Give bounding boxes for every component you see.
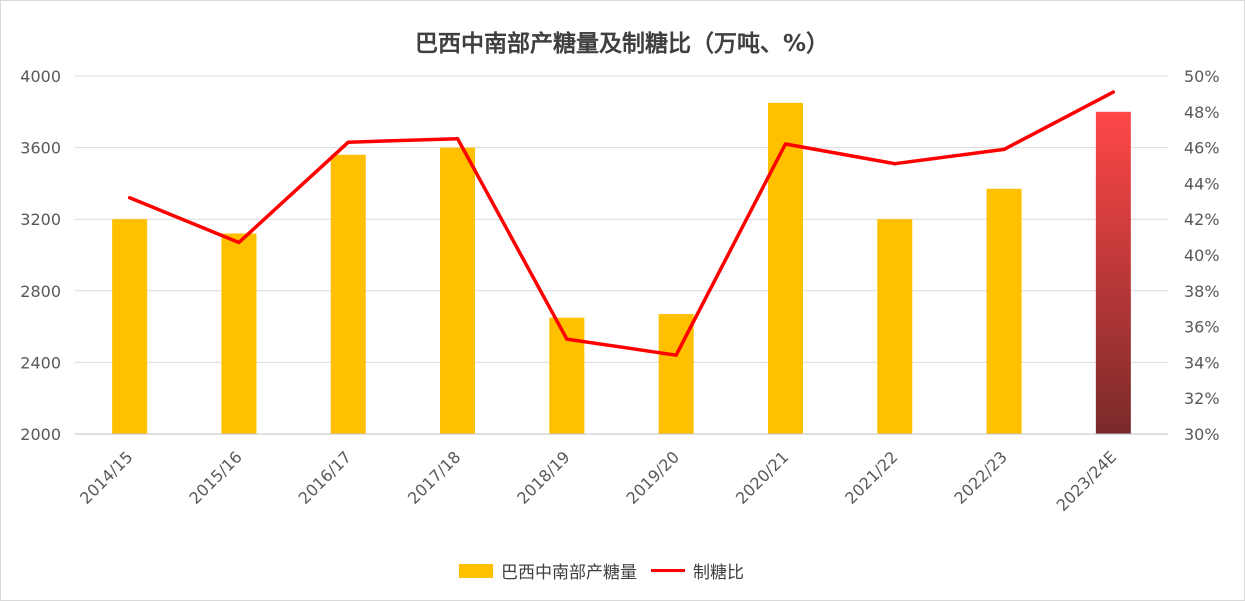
bar bbox=[549, 317, 585, 434]
left-axis-tick-label: 3600 bbox=[20, 139, 61, 158]
left-axis-tick-label: 2000 bbox=[20, 425, 61, 444]
right-axis-tick-label: 46% bbox=[1184, 139, 1220, 158]
x-axis-tick-label: 2021/22 bbox=[841, 447, 901, 507]
line-point bbox=[893, 162, 897, 166]
bar bbox=[440, 147, 476, 434]
line-point bbox=[565, 337, 569, 341]
left-axis: 2000 2400 2800 3200 3600 4000 bbox=[20, 67, 61, 444]
bar bbox=[767, 102, 803, 434]
line-point bbox=[128, 196, 132, 200]
line-path bbox=[127, 90, 1116, 357]
line-point bbox=[1111, 90, 1115, 94]
left-axis-tick-label: 2400 bbox=[20, 353, 61, 372]
legend-label-line: 制糖比 bbox=[693, 563, 744, 583]
left-axis-tick-label: 3200 bbox=[20, 210, 61, 229]
line-point bbox=[237, 240, 241, 244]
line-point bbox=[346, 140, 350, 144]
x-axis-tick-label: 2015/16 bbox=[185, 447, 245, 507]
right-axis-tick-label: 38% bbox=[1184, 282, 1220, 301]
bar bbox=[986, 188, 1022, 434]
right-axis-tick-label: 32% bbox=[1184, 389, 1220, 408]
x-axis-tick-label: 2014/15 bbox=[76, 447, 136, 507]
x-axis-tick-label: 2023/24E bbox=[1053, 447, 1121, 515]
line-point bbox=[456, 137, 460, 141]
x-axis-tick-label: 2016/17 bbox=[295, 447, 355, 507]
legend-label-bar: 巴西中南部产糖量 bbox=[501, 563, 637, 583]
line-point bbox=[674, 353, 678, 357]
bar bbox=[221, 233, 257, 434]
legend: 巴西中南部产糖量 制糖比 bbox=[459, 558, 758, 583]
x-axis-tick-label: 2017/18 bbox=[404, 447, 464, 507]
line-point bbox=[783, 142, 787, 146]
right-axis-tick-label: 42% bbox=[1184, 210, 1220, 229]
right-axis-tick-label: 40% bbox=[1184, 246, 1220, 265]
x-axis-tick-label: 2020/21 bbox=[732, 447, 792, 507]
x-axis-tick-label: 2022/23 bbox=[950, 447, 1010, 507]
right-axis-tick-label: 50% bbox=[1184, 67, 1220, 86]
right-axis-tick-label: 30% bbox=[1184, 425, 1220, 444]
left-axis-tick-label: 2800 bbox=[20, 282, 61, 301]
legend-item-bar: 巴西中南部产糖量 bbox=[459, 558, 637, 583]
x-axis: 2014/15 2015/16 2016/17 2017/18 2018/19 2019/… bbox=[75, 433, 1168, 515]
chart-title: 巴西中南部产糖量及制糖比（万吨、%） bbox=[415, 30, 829, 57]
legend-swatch-bar bbox=[459, 563, 493, 578]
right-axis-tick-label: 48% bbox=[1184, 103, 1220, 122]
x-axis-tick-label: 2018/19 bbox=[513, 447, 573, 507]
legend-swatch-line bbox=[651, 569, 685, 572]
right-axis-tick-label: 36% bbox=[1184, 318, 1220, 337]
bar bbox=[1095, 111, 1131, 435]
line-point bbox=[1002, 147, 1006, 151]
bar-series bbox=[112, 102, 1131, 435]
x-axis-tick-label: 2019/20 bbox=[623, 447, 683, 507]
line-series bbox=[127, 90, 1116, 357]
right-axis-tick-label: 34% bbox=[1184, 353, 1220, 372]
right-axis: 30% 32% 34% 36% 38% 40% 42% 44% 46% 48% 50% bbox=[1184, 67, 1220, 444]
bar bbox=[330, 154, 366, 434]
bar bbox=[877, 219, 913, 434]
left-axis-tick-label: 4000 bbox=[20, 67, 61, 86]
legend-item-line: 制糖比 bbox=[651, 558, 744, 583]
right-axis-tick-label: 44% bbox=[1184, 174, 1220, 193]
bar bbox=[112, 219, 148, 434]
